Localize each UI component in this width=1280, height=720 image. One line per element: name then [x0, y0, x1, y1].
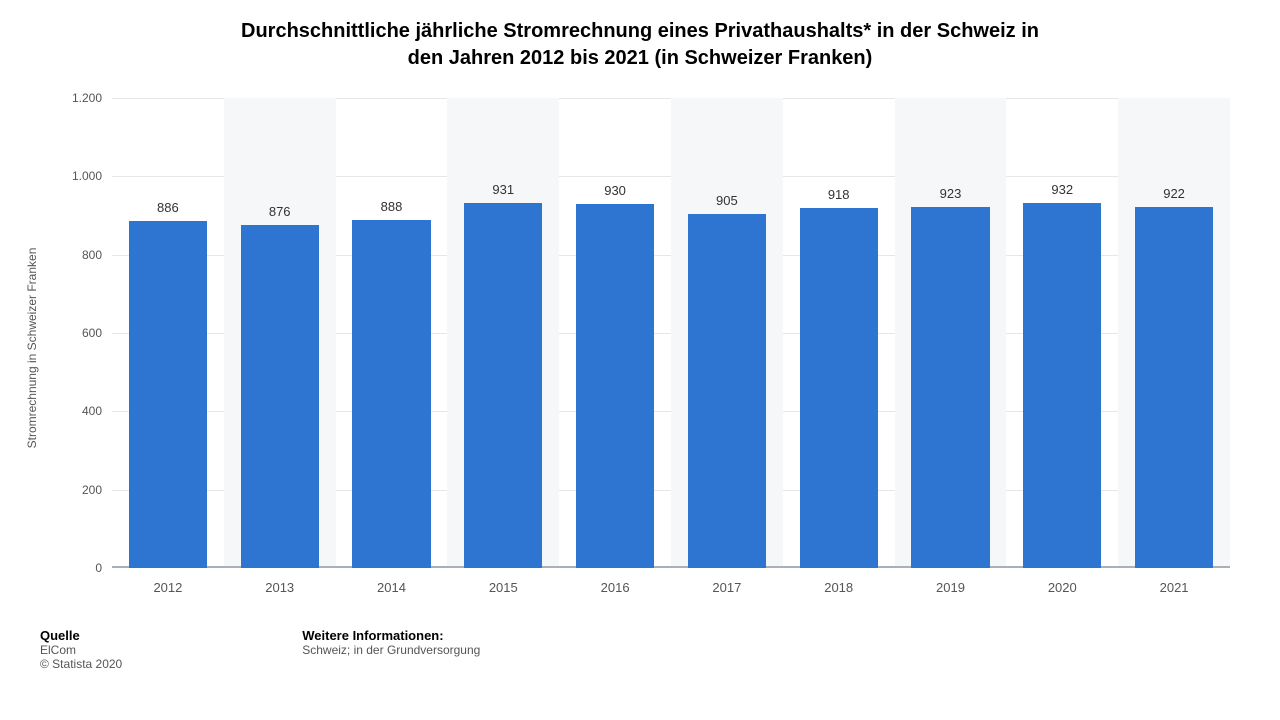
- bar-value-label: 923: [940, 186, 962, 207]
- plot-area: 02004006008001.0001.200 8868768889319309…: [112, 98, 1230, 568]
- bar: 905: [688, 214, 766, 568]
- info-heading: Weitere Informationen:: [302, 628, 480, 643]
- x-axis: 2012201320142015201620172018201920202021: [112, 568, 1230, 608]
- x-tick-label: 2018: [783, 568, 895, 608]
- bar: 931: [464, 203, 542, 568]
- bar-slot: 905: [671, 98, 783, 568]
- bar-slot: 918: [783, 98, 895, 568]
- bar-value-label: 905: [716, 193, 738, 214]
- x-tick-label: 2021: [1118, 568, 1230, 608]
- chart-title-line1: Durchschnittliche jährliche Stromrechnun…: [241, 20, 1039, 42]
- bar-value-label: 932: [1051, 182, 1073, 203]
- info-block: Weitere Informationen: Schweiz; in der G…: [302, 628, 480, 671]
- bar: 918: [800, 208, 878, 568]
- source-line2: © Statista 2020: [40, 657, 122, 671]
- x-tick-label: 2020: [1006, 568, 1118, 608]
- bar-slot: 932: [1006, 98, 1118, 568]
- y-tick-label: 1.000: [72, 169, 112, 183]
- chart-title-line2: den Jahren 2012 bis 2021 (in Schweizer F…: [408, 47, 873, 69]
- y-tick-label: 400: [82, 404, 112, 418]
- x-tick-label: 2017: [671, 568, 783, 608]
- bar-value-label: 922: [1163, 186, 1185, 207]
- bar-slot: 888: [336, 98, 448, 568]
- y-tick-label: 0: [95, 561, 112, 575]
- bar-value-label: 876: [269, 204, 291, 225]
- chart-title: Durchschnittliche jährliche Stromrechnun…: [0, 0, 1280, 78]
- bar-slot: 876: [224, 98, 336, 568]
- chart-container: Stromrechnung in Schweizer Franken 02004…: [40, 88, 1240, 608]
- bar: 930: [576, 204, 654, 568]
- bar-value-label: 888: [381, 199, 403, 220]
- source-heading: Quelle: [40, 628, 122, 643]
- y-tick-label: 1.200: [72, 91, 112, 105]
- bar-slot: 930: [559, 98, 671, 568]
- x-tick-label: 2012: [112, 568, 224, 608]
- bar-slot: 923: [895, 98, 1007, 568]
- x-tick-label: 2015: [447, 568, 559, 608]
- bar: 923: [911, 207, 989, 569]
- bars-area: 886 876 888 931 930 905 918 923 932 922: [112, 98, 1230, 568]
- source-block: Quelle ElCom © Statista 2020: [40, 628, 122, 671]
- x-tick-label: 2019: [895, 568, 1007, 608]
- x-tick-label: 2014: [336, 568, 448, 608]
- bar: 876: [241, 225, 319, 568]
- x-tick-label: 2016: [559, 568, 671, 608]
- bar-value-label: 918: [828, 187, 850, 208]
- y-axis-label: Stromrechnung in Schweizer Franken: [25, 248, 39, 449]
- y-tick-label: 200: [82, 483, 112, 497]
- x-tick-label: 2013: [224, 568, 336, 608]
- bar: 932: [1023, 203, 1101, 568]
- y-tick-label: 800: [82, 248, 112, 262]
- bar-slot: 931: [447, 98, 559, 568]
- bar-value-label: 931: [492, 182, 514, 203]
- info-line1: Schweiz; in der Grundversorgung: [302, 643, 480, 657]
- source-line1: ElCom: [40, 643, 122, 657]
- bar: 886: [129, 221, 207, 568]
- chart-footer: Quelle ElCom © Statista 2020 Weitere Inf…: [0, 608, 1280, 671]
- bar-value-label: 930: [604, 183, 626, 204]
- y-tick-label: 600: [82, 326, 112, 340]
- bar: 922: [1135, 207, 1213, 568]
- bar-slot: 922: [1118, 98, 1230, 568]
- bar: 888: [352, 220, 430, 568]
- bar-value-label: 886: [157, 200, 179, 221]
- bar-slot: 886: [112, 98, 224, 568]
